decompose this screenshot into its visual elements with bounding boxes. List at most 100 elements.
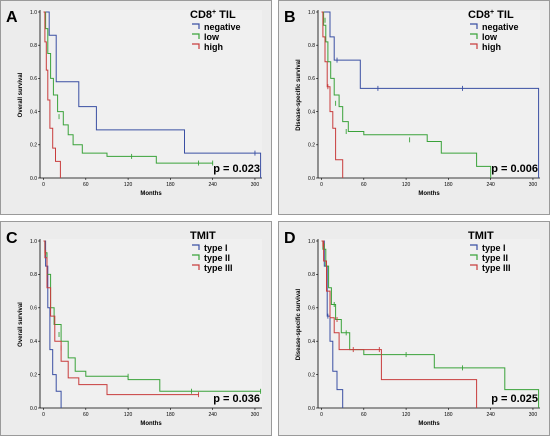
x-tick-label: 60 — [83, 182, 89, 188]
legend-symbol — [470, 254, 478, 260]
plot-area — [40, 10, 262, 178]
y-tick-label: 0.0 — [308, 176, 315, 182]
series-line-negative — [321, 11, 540, 178]
y-tick-label: 1.0 — [308, 10, 315, 16]
series-line-type-III — [43, 240, 199, 396]
y-tick-label: 1.0 — [30, 239, 37, 245]
legend-title: CD8+ TIL — [468, 9, 514, 21]
x-tick-label: 0 — [320, 182, 323, 188]
legend-symbol — [192, 33, 200, 39]
series-line-high — [43, 11, 61, 178]
x-tick-label: 180 — [166, 182, 175, 188]
x-tick-label: 300 — [251, 182, 260, 188]
legend-symbol — [470, 33, 478, 39]
y-tick-label: 0.8 — [308, 272, 315, 278]
x-tick-label: 120 — [402, 182, 411, 188]
y-tick-label: 0.8 — [30, 43, 37, 49]
x-tick-label: 60 — [361, 412, 367, 418]
y-tick-label: 0.8 — [308, 43, 315, 49]
legend-entry-high: high — [204, 42, 223, 52]
y-tick-label: 0.2 — [308, 372, 315, 378]
legend-entry-type-III: type III — [482, 263, 511, 273]
legend-title: CD8+ TIL — [190, 9, 236, 21]
y-axis-label: Overall survival — [18, 72, 24, 117]
x-tick-label: 240 — [486, 182, 495, 188]
legend-symbol — [470, 264, 478, 270]
p-value: p = 0.036 — [213, 393, 260, 405]
y-axis-label: Overall survival — [18, 302, 24, 347]
plot-area — [318, 10, 540, 178]
legend-entry-low: low — [204, 32, 220, 42]
x-tick-label: 300 — [529, 182, 538, 188]
legend-symbol — [470, 43, 478, 49]
y-axis-label: Disease-specific survival — [296, 59, 302, 131]
x-tick-label: 180 — [444, 412, 453, 418]
y-tick-label: 0.4 — [30, 109, 37, 115]
x-tick-label: 60 — [361, 182, 367, 188]
series-line-low — [43, 11, 213, 164]
panel-letter: A — [6, 9, 18, 26]
y-tick-label: 0.0 — [30, 176, 37, 182]
legend-symbol — [470, 23, 478, 29]
x-tick-label: 180 — [444, 182, 453, 188]
p-value: p = 0.006 — [491, 163, 538, 175]
series-line-type-III — [321, 240, 478, 408]
x-tick-label: 180 — [166, 412, 175, 418]
y-tick-label: 0.4 — [308, 339, 315, 345]
legend-symbol — [192, 23, 200, 29]
series-line-high — [321, 11, 344, 178]
x-axis-label: Months — [140, 191, 162, 197]
p-value: p = 0.025 — [491, 393, 538, 405]
panel-c: 0.0 0.2 0.4 0.6 0.8 1.0 0 60 120 180 240 300 Months O… — [0, 221, 272, 436]
panel-letter: D — [284, 230, 296, 247]
panel-d: 0.0 0.2 0.4 0.6 0.8 1.0 0 60 120 180 240 300 Months D… — [278, 221, 550, 436]
panel-letter: B — [284, 9, 296, 26]
x-tick-label: 300 — [529, 412, 538, 418]
legend-symbol — [192, 254, 200, 260]
series-line-negative — [43, 11, 262, 178]
x-axis-label: Months — [418, 191, 440, 197]
p-value: p = 0.023 — [213, 163, 260, 175]
y-axis-label: Disease-specific survival — [296, 288, 302, 360]
series-line-type-I — [321, 240, 344, 408]
y-tick-label: 0.2 — [308, 143, 315, 149]
y-tick-label: 1.0 — [30, 10, 37, 16]
y-tick-label: 0.6 — [30, 76, 37, 82]
legend-entry-type-III: type III — [204, 263, 233, 273]
x-tick-label: 0 — [42, 182, 45, 188]
x-tick-label: 240 — [208, 412, 217, 418]
panel-letter: C — [6, 230, 18, 247]
x-tick-label: 60 — [83, 412, 89, 418]
legend-entry-low: low — [482, 32, 498, 42]
y-tick-label: 0.0 — [308, 406, 315, 412]
panel-a: 0.0 0.2 0.4 0.6 0.8 1.0 0 60 120 180 240 300 Months O… — [0, 0, 272, 215]
legend-entry-type-I: type I — [204, 243, 228, 253]
legend-symbol — [192, 43, 200, 49]
y-tick-label: 0.6 — [308, 306, 315, 312]
legend-entry-type-II: type II — [482, 253, 508, 263]
legend-title: TMIT — [468, 230, 494, 242]
legend-entry-type-II: type II — [204, 253, 230, 263]
panel-b: 0.0 0.2 0.4 0.6 0.8 1.0 0 60 120 180 240 300 Months D… — [278, 0, 550, 215]
legend-entry-negative: negative — [204, 22, 241, 32]
y-tick-label: 0.2 — [30, 143, 37, 149]
x-tick-label: 0 — [42, 412, 45, 418]
series-line-low — [321, 11, 492, 178]
y-tick-label: 0.4 — [30, 339, 37, 345]
legend-symbol — [470, 244, 478, 250]
legend-entry-negative: negative — [482, 22, 519, 32]
legend-symbol — [192, 244, 200, 250]
x-tick-label: 120 — [124, 182, 133, 188]
y-tick-label: 0.6 — [308, 76, 315, 82]
x-axis-label: Months — [418, 421, 440, 427]
y-tick-label: 0.0 — [30, 406, 37, 412]
x-axis-label: Months — [140, 421, 162, 427]
legend-entry-high: high — [482, 42, 501, 52]
series-line-type-I — [43, 240, 62, 408]
legend-title: TMIT — [190, 230, 216, 242]
x-tick-label: 120 — [402, 412, 411, 418]
y-tick-label: 0.2 — [30, 372, 37, 378]
x-tick-label: 240 — [208, 182, 217, 188]
x-tick-label: 120 — [124, 412, 133, 418]
